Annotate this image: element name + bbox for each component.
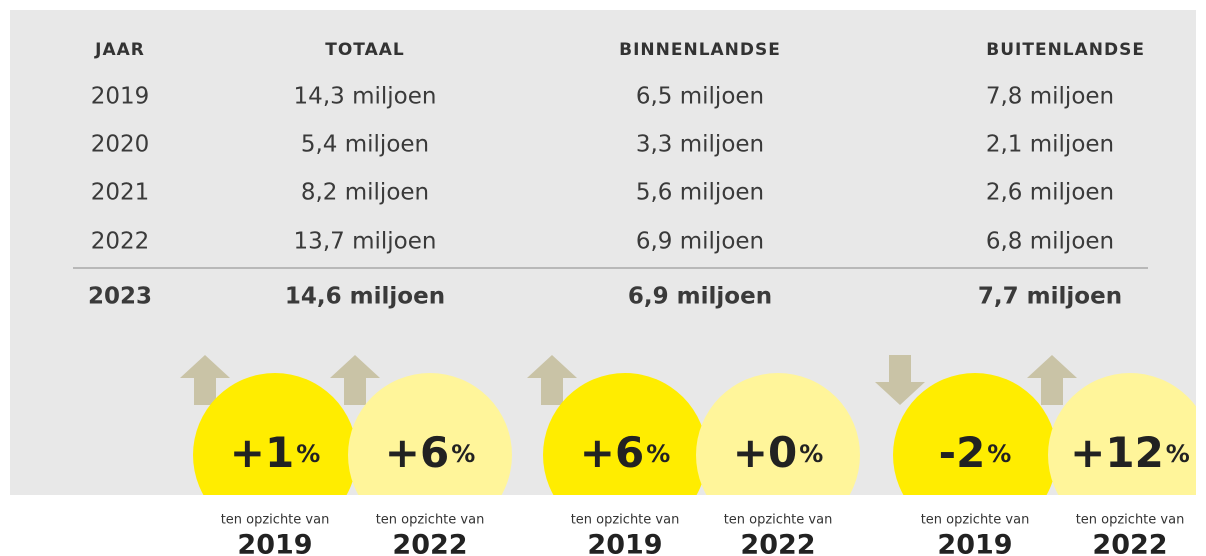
table-cell: 2023 [88, 284, 152, 310]
badge-value: +6% [580, 428, 670, 477]
badge-year: 2019 [237, 530, 312, 556]
table-cell: 3,3 miljoen [636, 132, 764, 158]
badge-year: 2022 [1092, 530, 1167, 556]
badge-note: ten opzichte van [571, 513, 680, 528]
badge-unit: % [646, 440, 670, 468]
badge-value: +0% [733, 428, 823, 477]
badge-note: ten opzichte van [724, 513, 833, 528]
table-cell: 2,6 miljoen [986, 180, 1114, 206]
column-header: JAAR [94, 40, 145, 60]
badge-number: +1 [230, 428, 294, 477]
table-cell: 8,2 miljoen [301, 180, 429, 206]
table-cell: 14,3 miljoen [294, 84, 437, 110]
arrow-up [330, 355, 380, 405]
badge-value: +6% [385, 428, 475, 477]
table-cell: 7,7 miljoen [978, 284, 1122, 310]
badge-year: 2019 [937, 530, 1012, 556]
badge-unit: % [987, 440, 1011, 468]
badge-number: +6 [385, 428, 449, 477]
table-cell: 5,6 miljoen [636, 180, 764, 206]
badge-circle [193, 373, 357, 495]
badge-circles [193, 373, 1196, 495]
table-cell: 6,8 miljoen [986, 229, 1114, 255]
badge-year: 2022 [392, 530, 467, 556]
table-cell: 14,6 miljoen [285, 284, 445, 310]
arrow-down [875, 355, 925, 405]
arrow-up [180, 355, 230, 405]
badge-unit: % [296, 440, 320, 468]
arrow-up [1027, 355, 1077, 405]
table-cell: 13,7 miljoen [294, 229, 437, 255]
badge-circle [696, 373, 860, 495]
badge-unit: % [1166, 440, 1190, 468]
column-header: TOTAAL [325, 40, 404, 60]
badge-note: ten opzichte van [221, 513, 330, 528]
column-header: BUITENLANDSE [986, 40, 1145, 60]
badge-unit: % [799, 440, 823, 468]
badge-circle [543, 373, 707, 495]
badge-note: ten opzichte van [376, 513, 485, 528]
badge-circle [1048, 373, 1196, 495]
table-cell: 7,8 miljoen [986, 84, 1114, 110]
badge-value: +12% [1070, 428, 1190, 477]
table-cell: 2019 [91, 84, 150, 110]
table-cell: 5,4 miljoen [301, 132, 429, 158]
table-cell: 2022 [91, 229, 150, 255]
badge-circle [893, 373, 1057, 495]
table-cell: 6,5 miljoen [636, 84, 764, 110]
arrows [180, 355, 1077, 405]
badge-value: -2% [939, 428, 1012, 477]
badge-unit: % [451, 440, 475, 468]
badge-note: ten opzichte van [1076, 513, 1185, 528]
badge-note: ten opzichte van [921, 513, 1030, 528]
table-cell: 2,1 miljoen [986, 132, 1114, 158]
badge-number: +12 [1070, 428, 1164, 477]
table-cell: 2020 [91, 132, 150, 158]
badge-number: +6 [580, 428, 644, 477]
badge-value: +1% [230, 428, 320, 477]
table-cell: 6,9 miljoen [636, 229, 764, 255]
column-header: BINNENLANDSE [619, 40, 781, 60]
badge-year: 2022 [740, 530, 815, 556]
table-cell: 6,9 miljoen [628, 284, 772, 310]
badge-circle [348, 373, 512, 495]
badge-number: +0 [733, 428, 797, 477]
badge-year: 2019 [587, 530, 662, 556]
arrow-up [527, 355, 577, 405]
badge-number: -2 [939, 428, 986, 477]
table-cell: 2021 [91, 180, 150, 206]
